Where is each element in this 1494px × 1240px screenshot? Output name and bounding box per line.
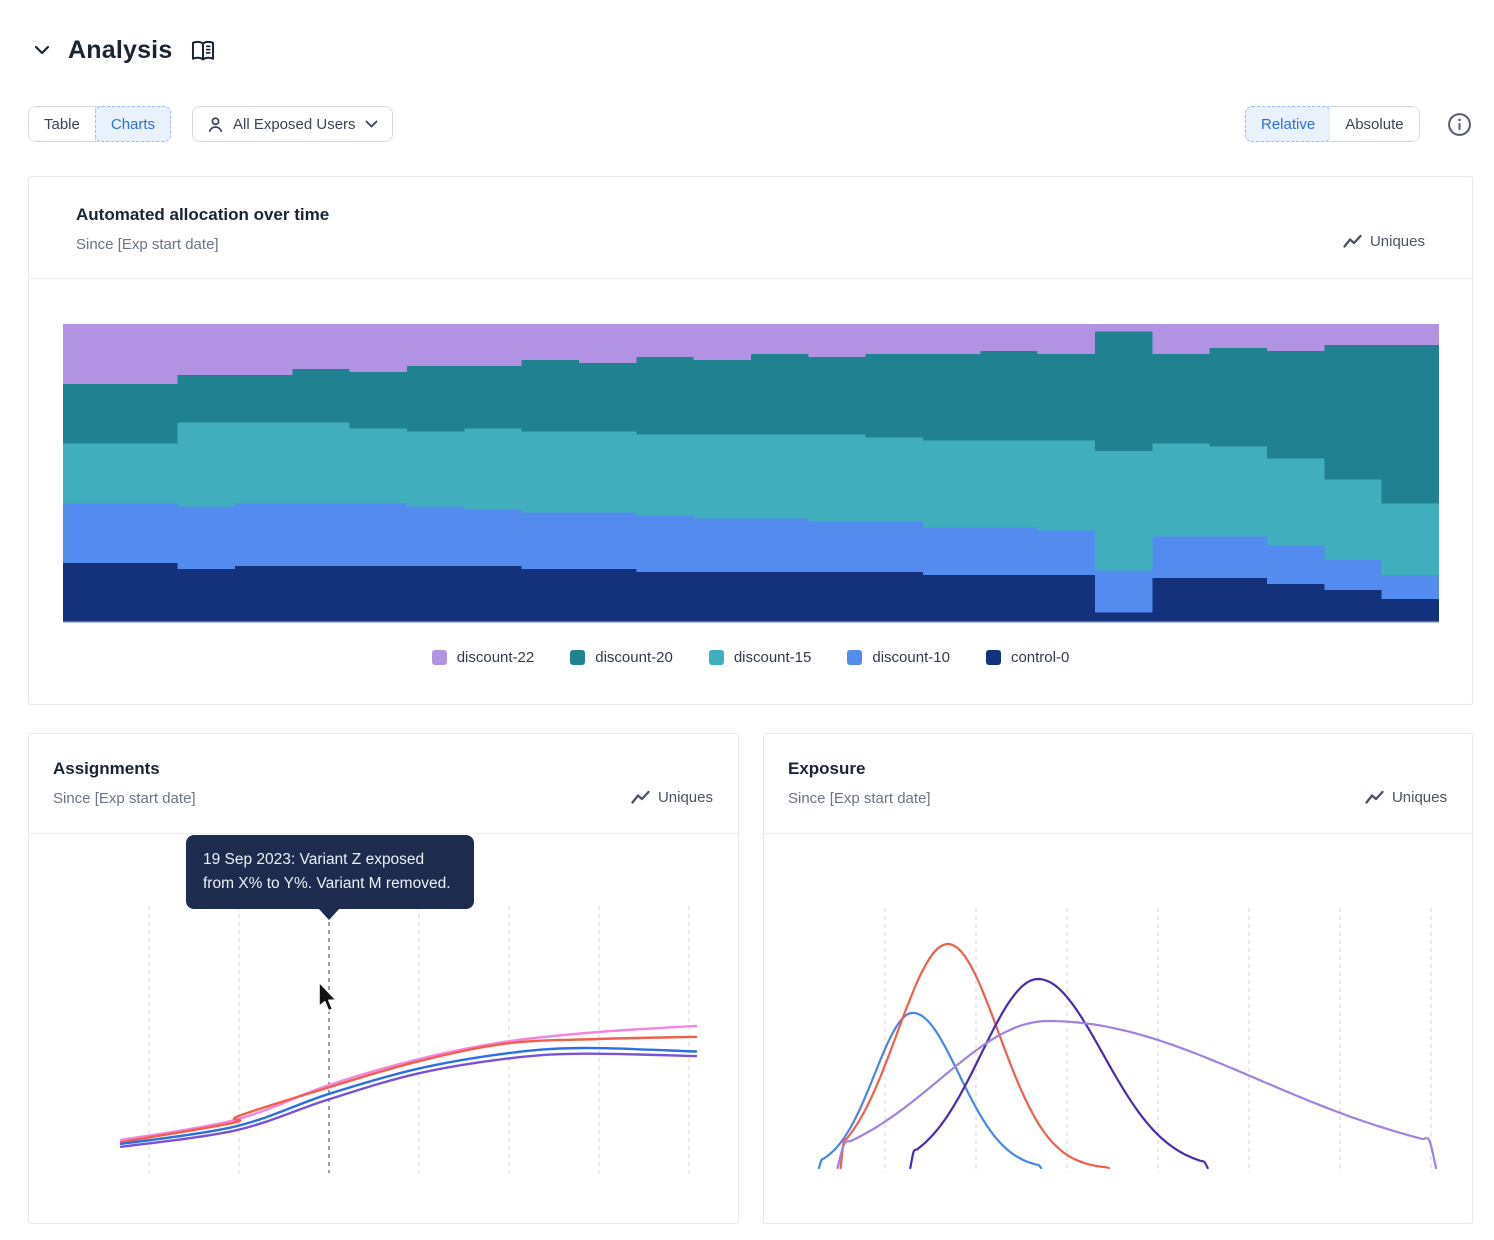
card-header-divider — [764, 833, 1472, 834]
legend-label: control-0 — [1010, 649, 1070, 666]
assignments-line-chart — [119, 906, 698, 1173]
allocation-card-subtitle: Since [Exp start date] — [76, 236, 219, 253]
absolute-mode-button[interactable]: Absolute — [1330, 107, 1419, 141]
exposure-card-subtitle: Since [Exp start date] — [788, 790, 931, 807]
docs-book-icon[interactable] — [189, 38, 217, 64]
line-chart-icon — [631, 790, 650, 804]
allocation-metric-label: Uniques — [1369, 233, 1425, 250]
legend-label: discount-10 — [872, 649, 950, 666]
legend-item[interactable]: discount-10 — [847, 649, 950, 666]
exposure-line-chart — [817, 908, 1438, 1173]
mode-toggle-group: Relative Absolute — [1245, 106, 1420, 142]
exposure-metric-selector[interactable]: Uniques — [1365, 789, 1447, 806]
chevron-down-icon — [34, 45, 50, 55]
assignments-metric-label: Uniques — [657, 789, 713, 806]
allocation-metric-selector[interactable]: Uniques — [1343, 233, 1425, 250]
exposure-metric-label: Uniques — [1391, 789, 1447, 806]
allocation-card: Automated allocation over time Since [Ex… — [28, 176, 1473, 705]
card-header-divider — [29, 278, 1472, 279]
view-toggle-group: Table Charts — [28, 106, 172, 142]
table-tab-button[interactable]: Table — [29, 107, 96, 141]
legend-label: discount-20 — [595, 649, 673, 666]
legend-item[interactable]: control-0 — [985, 649, 1070, 666]
legend-swatch — [431, 650, 447, 665]
allocation-legend: discount-22 discount-20 discount-15 discoun… — [29, 649, 1472, 666]
legend-label: discount-15 — [733, 649, 812, 666]
mouse-cursor — [318, 981, 338, 1012]
assignments-card-subtitle: Since [Exp start date] — [53, 790, 196, 807]
legend-swatch — [570, 650, 586, 665]
audience-filter-dropdown[interactable]: All Exposed Users — [192, 106, 393, 142]
legend-item[interactable]: discount-15 — [708, 649, 812, 666]
relative-mode-button[interactable]: Relative — [1245, 106, 1332, 142]
line-chart-icon — [1365, 790, 1384, 804]
legend-label: discount-22 — [456, 649, 535, 666]
event-tooltip: 19 Sep 2023: Variant Z exposed from X% t… — [186, 835, 474, 920]
chevron-down-icon — [365, 120, 377, 127]
exposure-card: Exposure Since [Exp start date] Uniques — [763, 733, 1473, 1224]
card-header-divider — [29, 833, 738, 834]
exposure-card-title: Exposure — [788, 759, 866, 778]
event-tooltip-text: 19 Sep 2023: Variant Z exposed from X% t… — [203, 851, 451, 892]
legend-item[interactable]: discount-20 — [570, 649, 673, 666]
legend-item[interactable]: discount-22 — [431, 649, 535, 666]
legend-swatch — [708, 650, 724, 665]
assignments-card: Assignments Since [Exp start date] Uniqu… — [28, 733, 739, 1224]
assignments-card-title: Assignments — [53, 759, 160, 778]
audience-filter-label: All Exposed Users — [233, 115, 356, 133]
line-chart-icon — [1343, 234, 1362, 248]
allocation-stacked-area-chart — [63, 324, 1439, 623]
charts-tab-button[interactable]: Charts — [94, 106, 172, 142]
legend-swatch — [985, 650, 1001, 665]
info-icon[interactable] — [1447, 112, 1472, 137]
tooltip-caret — [318, 908, 340, 920]
legend-swatch — [847, 650, 863, 665]
assignments-metric-selector[interactable]: Uniques — [631, 789, 713, 806]
section-collapse-chevron[interactable] — [33, 40, 51, 60]
page-title: Analysis — [68, 36, 173, 64]
person-icon — [208, 116, 223, 132]
allocation-card-title: Automated allocation over time — [76, 205, 330, 224]
